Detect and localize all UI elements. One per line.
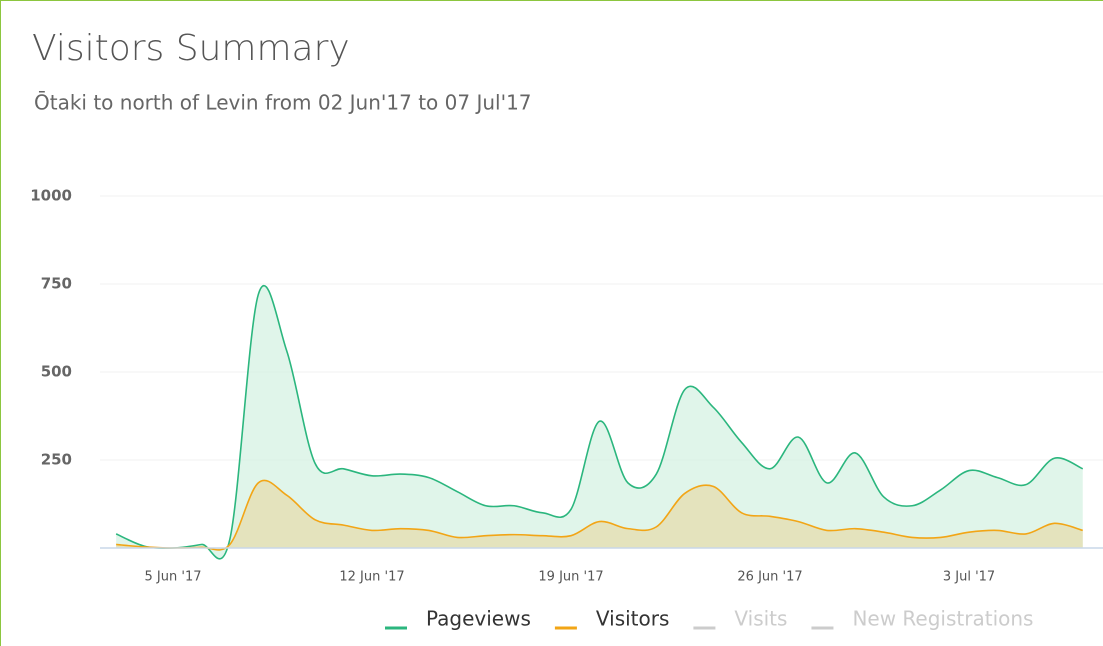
y-tick-label: 250 bbox=[41, 451, 72, 469]
y-tick-label: 500 bbox=[41, 363, 72, 381]
x-tick-label: 3 Jul '17 bbox=[943, 570, 995, 585]
chart-title: Visitors Summary bbox=[32, 28, 350, 69]
x-tick-label: 5 Jun '17 bbox=[145, 570, 202, 585]
legend-label: Pageviews bbox=[426, 607, 531, 631]
line bbox=[115, 285, 1084, 560]
x-tick-label: 26 Jun '17 bbox=[737, 570, 802, 585]
chart-subtitle: Ōtaki to north of Levin from 02 Jun'17 t… bbox=[34, 91, 532, 115]
x-tick-label: 19 Jun '17 bbox=[538, 570, 603, 585]
legend-label: Visitors bbox=[596, 607, 670, 631]
y-tick-label: 1000 bbox=[30, 187, 72, 205]
legend-label: New Registrations bbox=[852, 607, 1033, 631]
area bbox=[116, 480, 1083, 550]
x-tick-label: 12 Jun '17 bbox=[339, 570, 404, 585]
line bbox=[116, 479, 1083, 551]
area bbox=[116, 285, 1083, 559]
legend-label: Visits bbox=[734, 607, 787, 631]
y-tick-label: 750 bbox=[41, 275, 72, 293]
